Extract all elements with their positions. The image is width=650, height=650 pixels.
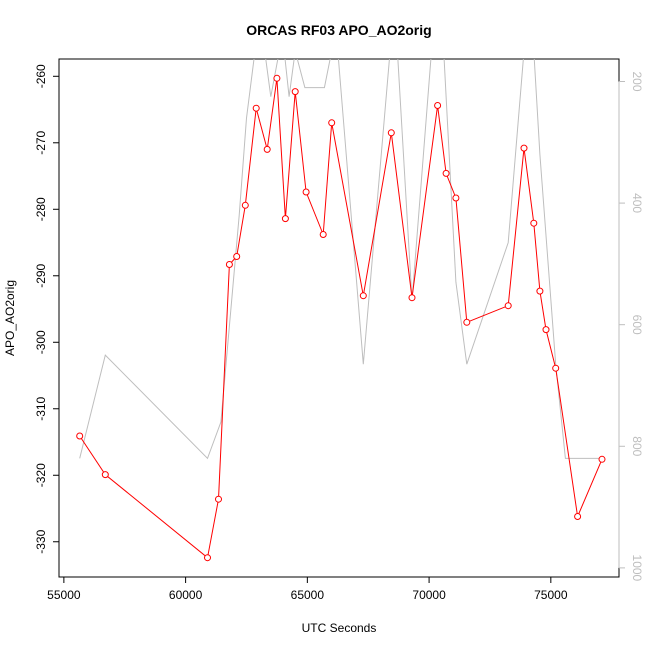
data-point [215, 495, 222, 503]
x-axis: 55000 60000 65000 70000 75000 [47, 576, 568, 602]
data-point [273, 74, 281, 82]
y-tick-label: -310 [34, 396, 48, 420]
data-point [463, 318, 471, 326]
y-axis-label: APO_AO2orig [3, 280, 17, 356]
data-point [574, 513, 582, 520]
series-layer [76, 59, 606, 562]
y2-tick-label: 400 [630, 193, 644, 213]
y2-tick-label: 200 [630, 71, 644, 91]
secondary-series-line [79, 59, 602, 460]
data-point [281, 215, 289, 223]
data-point [536, 287, 544, 295]
data-point [408, 294, 416, 302]
x-axis-label: UTC Seconds [302, 621, 377, 635]
data-point [434, 102, 442, 109]
y-tick-label: -280 [34, 197, 48, 221]
y-tick-label: -330 [34, 529, 48, 553]
data-point [442, 169, 450, 177]
x-tick-label: 70000 [412, 588, 446, 602]
y-tick-label: -320 [34, 463, 48, 487]
data-point [319, 231, 327, 238]
data-point [204, 554, 211, 562]
data-point [598, 455, 606, 463]
data-point [359, 292, 367, 300]
right-axis: 200 400 600 800 1000 [618, 71, 644, 582]
data-point [76, 432, 84, 440]
y-axis: -330 -320 -310 -300 -290 -280 -270 -260 [34, 64, 60, 554]
chart-title: ORCAS RF03 APO_AO2orig [246, 22, 431, 38]
plot-frame [58, 58, 620, 578]
data-point [241, 201, 249, 209]
x-tick-label: 65000 [291, 588, 325, 602]
data-point [504, 302, 512, 310]
data-point [328, 119, 336, 127]
data-point [520, 144, 528, 152]
x-tick-label: 75000 [534, 588, 568, 602]
y-tick-label: -270 [34, 130, 48, 154]
y-tick-label: -300 [34, 330, 48, 354]
y-tick-label: -260 [34, 64, 48, 88]
data-point [101, 471, 109, 479]
data-point [302, 188, 310, 196]
y2-tick-label: 1000 [630, 555, 644, 582]
data-point [233, 253, 241, 260]
data-point [552, 364, 560, 372]
data-point [291, 88, 299, 96]
data-point [530, 219, 538, 227]
data-point [452, 194, 460, 202]
data-point [387, 129, 395, 137]
data-point [252, 104, 260, 112]
data-point [225, 261, 233, 268]
x-tick-label: 55000 [47, 588, 81, 602]
data-point [542, 326, 550, 334]
data-point [263, 145, 271, 153]
x-tick-label: 60000 [169, 588, 203, 602]
y2-tick-label: 800 [630, 436, 644, 456]
y-tick-label: -290 [34, 263, 48, 287]
y2-tick-label: 600 [630, 315, 644, 335]
